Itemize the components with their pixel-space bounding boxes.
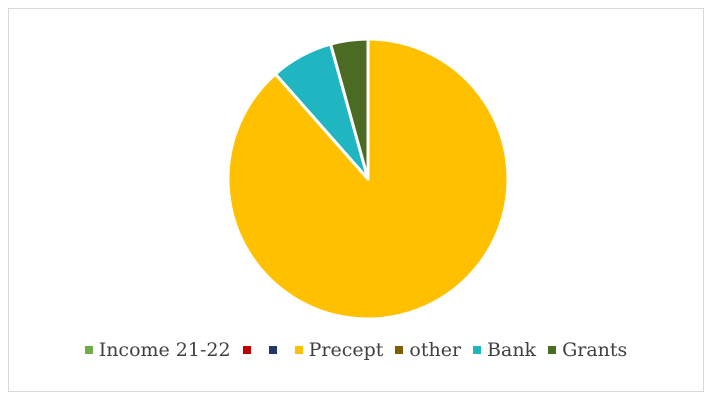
legend-swatch [294, 346, 303, 354]
pie-chart [226, 37, 510, 321]
legend-item: Precept [294, 339, 384, 361]
legend-swatch [242, 346, 251, 354]
pie-slice-grants [329, 37, 370, 181]
legend-swatch [268, 346, 277, 354]
legend-label: Grants [562, 339, 628, 361]
legend-item: other [395, 339, 461, 361]
legend-swatch [473, 346, 482, 354]
legend-label: other [409, 339, 462, 361]
legend-swatch [84, 346, 93, 354]
legend-swatch [548, 346, 557, 354]
legend-swatch [395, 346, 404, 354]
legend-item: Bank [473, 339, 536, 361]
chart-area: Income 21-22 Precept other Bank Grants [8, 8, 704, 392]
legend-item: Income 21-22 [84, 339, 231, 361]
legend-label: Bank [487, 339, 537, 361]
legend-item: Grants [548, 339, 627, 361]
legend-item [268, 346, 283, 354]
legend-label: Income 21-22 [98, 339, 231, 361]
legend-item [242, 346, 257, 354]
pie-slice-precept [226, 37, 510, 321]
legend-label: Precept [308, 339, 384, 361]
chart-legend: Income 21-22 Precept other Bank Grants [9, 339, 703, 361]
